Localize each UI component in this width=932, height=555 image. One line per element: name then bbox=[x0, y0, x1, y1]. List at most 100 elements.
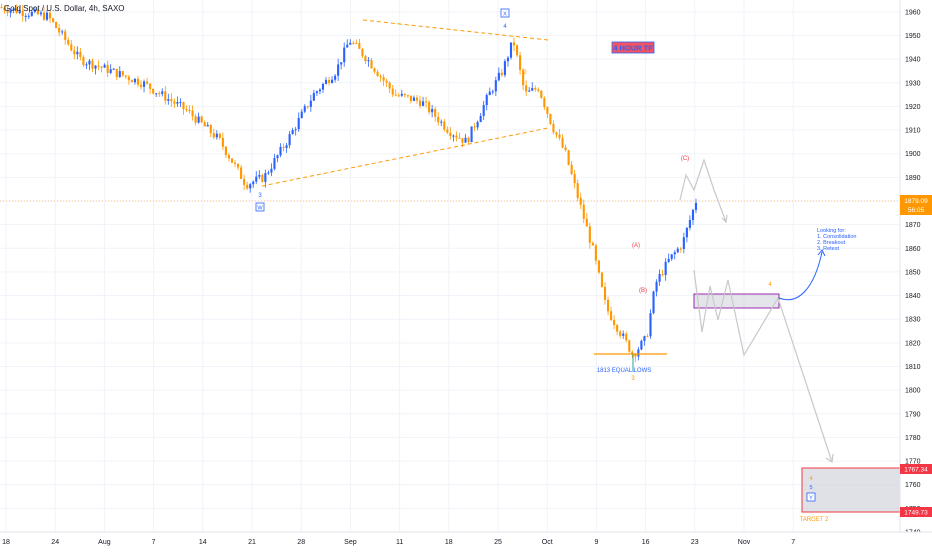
candle-body bbox=[249, 184, 252, 189]
candle-body bbox=[452, 135, 455, 137]
candle-body bbox=[39, 12, 43, 15]
candle-body bbox=[619, 331, 622, 336]
candle-body bbox=[133, 78, 137, 83]
candle-body bbox=[24, 15, 27, 17]
candle-body bbox=[161, 91, 164, 94]
candle-body bbox=[215, 133, 218, 138]
projected-path-target bbox=[693, 269, 833, 463]
candle-body bbox=[246, 184, 249, 189]
candle-body bbox=[343, 47, 346, 63]
candle-body bbox=[130, 80, 133, 83]
candle-body bbox=[600, 272, 604, 287]
candle-body bbox=[224, 146, 227, 155]
candle-body bbox=[331, 79, 334, 83]
time-tick-label: 11 bbox=[396, 539, 403, 546]
candle-body bbox=[209, 125, 212, 134]
candle-body bbox=[176, 102, 179, 104]
candle-body bbox=[670, 254, 673, 259]
candle-body bbox=[164, 91, 167, 101]
triangle-upper-trendline[interactable] bbox=[362, 19, 549, 41]
candle-body bbox=[610, 311, 613, 321]
candle-body bbox=[482, 105, 485, 116]
candle-body bbox=[479, 115, 482, 123]
candle-body bbox=[139, 84, 143, 87]
candle-body bbox=[425, 101, 428, 103]
candle-body bbox=[100, 66, 103, 68]
looking-for-line-3: 2. Breakout bbox=[817, 240, 846, 246]
price-tick-label: 1900 bbox=[905, 151, 921, 158]
candle-body bbox=[525, 85, 528, 92]
candle-body bbox=[170, 99, 173, 102]
candle-body bbox=[115, 68, 118, 78]
price-tick-label: 1790 bbox=[905, 411, 921, 418]
candle-body bbox=[73, 50, 76, 55]
candle-body bbox=[658, 274, 661, 282]
candle-body bbox=[18, 10, 21, 14]
target-wave-5-label: 5 bbox=[809, 485, 812, 491]
candle-body bbox=[349, 42, 352, 45]
candle-body bbox=[412, 97, 416, 101]
price-tick-label: 1950 bbox=[905, 33, 921, 40]
time-axis[interactable]: 18 24 Aug 7 14 21 28 Sep 11 18 25 Oct 9 16 23 Nov 7 bbox=[0, 531, 932, 550]
time-tick-label: 21 bbox=[248, 539, 256, 546]
price-tick-label: 1930 bbox=[905, 80, 921, 87]
candle-body bbox=[45, 12, 49, 20]
wave-3-aug-label: 3 bbox=[258, 193, 262, 199]
price-axis[interactable]: 1960195019401930192019101900189018801870… bbox=[899, 0, 932, 537]
candle-body bbox=[576, 183, 579, 198]
candle-body bbox=[403, 93, 406, 96]
candle-body bbox=[649, 313, 652, 337]
price-tick-label: 1820 bbox=[905, 340, 921, 347]
candle-body bbox=[582, 204, 585, 219]
candle-body bbox=[567, 150, 570, 165]
candle-body bbox=[573, 173, 576, 184]
candle-body bbox=[537, 89, 540, 91]
candle-body bbox=[512, 42, 516, 46]
candle-body bbox=[264, 173, 267, 182]
candle-body bbox=[300, 111, 303, 119]
time-tick-label: 25 bbox=[494, 539, 502, 546]
candle-body bbox=[279, 146, 282, 156]
candle-body bbox=[221, 137, 224, 147]
candle-body bbox=[206, 125, 209, 127]
candle-body bbox=[509, 42, 513, 58]
candle-body bbox=[355, 42, 358, 44]
current-price-tag bbox=[900, 195, 932, 215]
time-tick-label: 7 bbox=[791, 539, 795, 546]
candle-body bbox=[367, 60, 370, 62]
candle-body bbox=[613, 320, 616, 326]
candle-body bbox=[382, 77, 385, 81]
candle-body bbox=[555, 132, 558, 135]
candle-body bbox=[146, 81, 149, 84]
candle-body bbox=[212, 133, 215, 138]
candle-body bbox=[679, 248, 682, 250]
candle-body bbox=[118, 71, 121, 78]
candle-body bbox=[400, 93, 403, 96]
candle-body bbox=[243, 178, 246, 185]
candle-body bbox=[418, 100, 422, 106]
candle-body bbox=[616, 325, 619, 332]
candle-body bbox=[528, 90, 531, 92]
candle-body bbox=[673, 252, 676, 255]
candle-body bbox=[358, 43, 361, 49]
candle-body bbox=[240, 167, 243, 179]
candle-body bbox=[519, 55, 522, 70]
candle-body bbox=[6, 10, 9, 13]
candle-body bbox=[200, 116, 203, 123]
candle-body bbox=[79, 51, 82, 58]
target-zone[interactable] bbox=[801, 467, 901, 513]
candle-body bbox=[534, 88, 537, 90]
candle-body bbox=[688, 220, 691, 228]
candle-body bbox=[428, 102, 431, 113]
equal-lows-label: 1813 EQUAL LOWS bbox=[597, 368, 651, 374]
candle-body bbox=[682, 237, 685, 249]
candle-body bbox=[385, 80, 388, 83]
candle-body bbox=[391, 88, 394, 95]
candle-body bbox=[218, 133, 221, 138]
candle-body bbox=[585, 218, 588, 227]
candle-body bbox=[12, 8, 15, 11]
candle-body bbox=[194, 116, 197, 123]
candle-body bbox=[109, 69, 112, 73]
candle-body bbox=[309, 100, 312, 107]
